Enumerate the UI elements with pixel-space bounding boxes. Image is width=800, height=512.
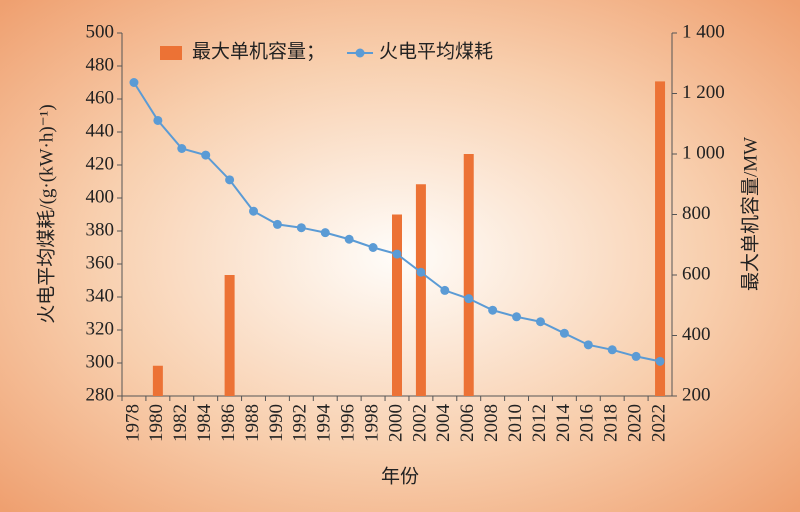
line-marker xyxy=(225,175,235,185)
x-tick-label: 2010 xyxy=(505,404,526,442)
line-marker xyxy=(296,223,306,233)
x-tick-label: 1992 xyxy=(290,404,311,442)
y-tick-label: 280 xyxy=(86,384,115,405)
bar xyxy=(152,365,163,396)
x-tick-label: 1986 xyxy=(218,404,239,442)
x-tick-label: 2018 xyxy=(601,404,622,442)
x-tick-label: 1994 xyxy=(314,404,335,443)
line-marker xyxy=(631,351,641,361)
line-marker xyxy=(559,328,569,338)
y2-tick-label: 1 200 xyxy=(682,82,725,103)
line-marker xyxy=(177,144,187,153)
y-tick-label: 440 xyxy=(86,120,115,141)
line-marker xyxy=(272,219,282,229)
line-marker xyxy=(368,243,378,252)
y2-tick-label: 200 xyxy=(682,384,711,405)
line-marker xyxy=(583,340,593,350)
line-marker xyxy=(129,78,139,87)
legend-label: 最大单机容量； xyxy=(192,40,325,62)
y-axis-title: 火电平均煤耗/(g·(kW·h)⁻¹) xyxy=(35,104,57,323)
x-tick-label: 2006 xyxy=(457,404,478,442)
x-tick-label: 2012 xyxy=(529,404,550,442)
y2-tick-label: 400 xyxy=(682,324,711,345)
legend-swatch xyxy=(160,46,182,60)
line-marker xyxy=(440,285,450,295)
line-marker xyxy=(488,305,498,315)
y-tick-label: 460 xyxy=(86,87,115,108)
line-marker xyxy=(249,206,259,216)
x-tick-label: 1984 xyxy=(194,404,215,443)
y2-tick-label: 1 000 xyxy=(682,142,725,163)
line-marker xyxy=(464,294,474,304)
line-marker xyxy=(201,150,211,160)
x-axis-title: 年份 xyxy=(381,465,419,487)
x-tick-label: 1998 xyxy=(361,404,382,442)
line-marker xyxy=(512,312,522,322)
line-marker xyxy=(607,345,617,355)
legend-swatch xyxy=(355,48,365,58)
x-tick-label: 1988 xyxy=(242,404,263,442)
x-tick-label: 2004 xyxy=(433,404,454,443)
y-tick-label: 400 xyxy=(86,186,115,207)
y-tick-label: 380 xyxy=(86,219,115,240)
x-tick-label: 2022 xyxy=(648,404,669,442)
x-tick-label: 1980 xyxy=(146,404,167,442)
y-tick-label: 320 xyxy=(86,318,115,339)
y2-tick-label: 800 xyxy=(682,203,711,224)
x-tick-label: 2002 xyxy=(409,404,430,442)
y-tick-label: 480 xyxy=(86,54,115,75)
x-tick-label: 2016 xyxy=(577,404,598,442)
y-tick-label: 340 xyxy=(86,285,115,306)
bar xyxy=(224,275,235,396)
line-marker xyxy=(535,317,545,327)
y-tick-label: 300 xyxy=(86,351,115,372)
bar xyxy=(392,214,402,396)
line-marker xyxy=(655,356,665,366)
x-tick-label: 1978 xyxy=(122,404,143,442)
y-tick-label: 420 xyxy=(86,153,115,174)
x-tick-label: 2000 xyxy=(385,404,406,442)
x-tick-label: 2008 xyxy=(481,404,502,442)
x-tick-label: 2014 xyxy=(553,404,574,443)
line-marker xyxy=(320,228,330,238)
y2-tick-label: 1 400 xyxy=(682,21,725,42)
x-tick-label: 2020 xyxy=(624,404,645,442)
bar xyxy=(463,154,474,396)
line-marker xyxy=(153,115,163,125)
line-marker xyxy=(416,267,426,277)
x-tick-label: 1990 xyxy=(266,404,287,442)
bar xyxy=(655,81,666,397)
y-tick-label: 360 xyxy=(86,252,115,273)
y2-tick-label: 600 xyxy=(682,263,711,284)
x-tick-label: 1996 xyxy=(338,404,359,442)
line-marker xyxy=(392,249,402,259)
y2-axis-title: 最大单机容量/MW xyxy=(739,137,761,291)
legend-label: 火电平均煤耗 xyxy=(379,40,493,62)
x-tick-label: 1982 xyxy=(170,404,191,442)
y-tick-label: 500 xyxy=(86,21,115,42)
line-marker xyxy=(344,234,354,244)
bar xyxy=(415,184,426,396)
